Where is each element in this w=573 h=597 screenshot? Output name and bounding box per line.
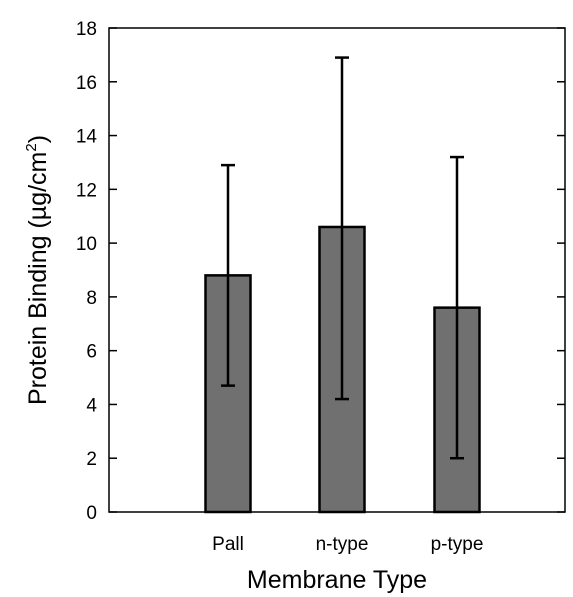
y-axis-title-main: Protein Binding (µg/cm [24,152,52,405]
bars [204,56,481,514]
x-axis-tick-labels: Pall n-type p-type [212,534,483,555]
x-tick-label-p-type: p-type [431,534,484,555]
y-tick-label: 0 [86,503,97,524]
error-bar-p-type [450,155,464,460]
y-tick-label: 14 [76,127,98,148]
y-axis-title-suffix: ) [24,135,52,143]
y-tick-label: 2 [86,449,97,470]
y-axis-title: Protein Binding (µg/cm2) [23,135,52,405]
y-tick-label: 18 [76,19,97,40]
y-tick-label: 16 [76,73,97,94]
x-tick-label-n-type: n-type [316,534,369,555]
y-axis-title-superscript: 2 [23,143,40,151]
y-axis-ticks: 0 2 4 6 8 10 12 14 16 18 [76,19,565,524]
y-tick-label: 4 [86,395,97,416]
x-tick-label-pall: Pall [212,534,244,555]
error-bar-pall [221,163,235,387]
error-bar-n-type [335,56,349,401]
y-tick-label: 10 [76,234,97,255]
y-tick-label: 6 [86,342,97,363]
y-tick-label: 12 [76,180,97,201]
y-tick-label: 8 [86,288,97,309]
x-axis-title: Membrane Type [247,566,427,594]
